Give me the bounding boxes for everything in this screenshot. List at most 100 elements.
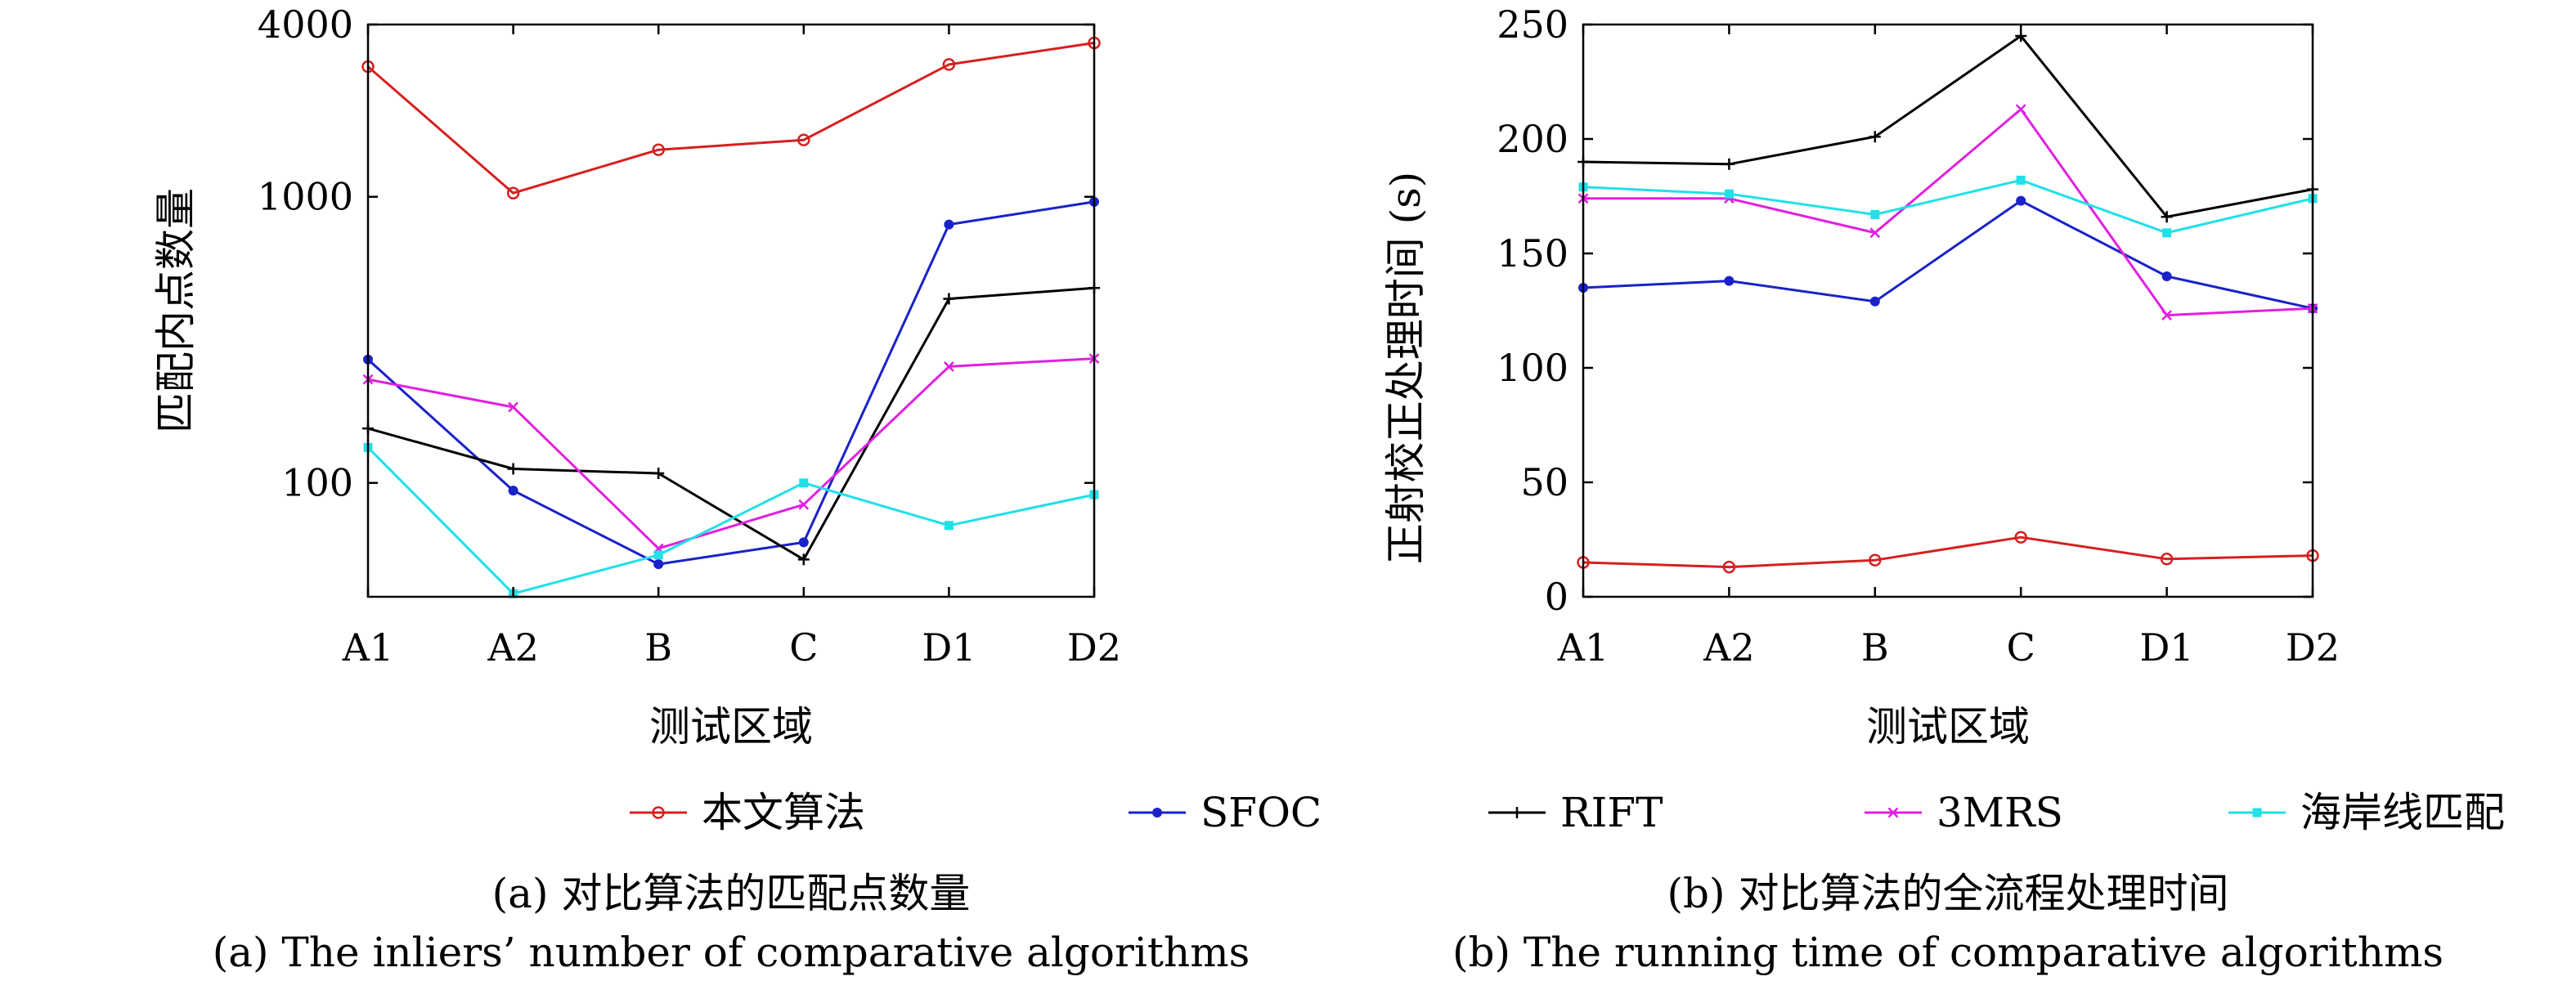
caption-a-cn: (a) 对比算法的匹配点数量 — [492, 870, 971, 917]
chart-b-series-line — [1582, 34, 2313, 218]
legend-label: RIFT — [1560, 789, 1663, 836]
chart-a-data-point — [797, 553, 810, 566]
legend-label: 本文算法 — [702, 789, 865, 836]
x-tick-label: D1 — [922, 625, 976, 670]
legend-item: 海岸线匹配 — [2228, 789, 2505, 836]
legend-item: 3MRS — [1865, 789, 2063, 836]
y-tick-label: 200 — [1497, 117, 1568, 161]
x-tick-label: A1 — [1557, 625, 1609, 670]
chart-a-data-point — [944, 361, 954, 372]
legend-label: 海岸线匹配 — [2300, 789, 2505, 836]
chart-a-data-point — [798, 499, 810, 510]
chart-a-data-point — [507, 463, 519, 475]
chart-a-series-line — [367, 286, 1095, 561]
chart-a-series-line — [366, 200, 1095, 566]
chart-a-ylabel: 匹配内点数量 — [152, 188, 200, 433]
y-tick-label: 1000 — [258, 175, 353, 219]
chart-a-series-line — [367, 357, 1095, 550]
chart-a-data-point — [942, 58, 956, 71]
chart-a-data-point — [944, 219, 954, 230]
chart-b-data-point — [2162, 228, 2172, 238]
caption-b-cn: (b) 对比算法的全流程处理时间 — [1667, 870, 2229, 917]
chart-a-data-point — [652, 143, 665, 156]
chart-b-series-line — [1583, 108, 2313, 317]
chart-b-series-2 — [1577, 30, 2318, 223]
chart-b-ticks: A1 A2 B C D1 D2 0 50 100 150 200 250 — [1497, 2, 2340, 670]
legend-swatch-marker — [2252, 808, 2262, 818]
caption-b-en: (b) The running time of comparative algo… — [1452, 929, 2444, 976]
chart-b-data-point — [2016, 175, 2026, 185]
y-tick-label: 100 — [281, 461, 353, 505]
chart-a-series — [361, 36, 1101, 598]
chart-a-inliers: A1 A2 B C D1 D2 100 1000 4000 测试区域 匹配内点数量 — [152, 2, 1121, 750]
chart-a-series-2 — [362, 282, 1100, 566]
chart-b-series-line — [1582, 178, 2313, 235]
chart-b-data-point — [1869, 227, 1881, 239]
y-tick-label: 150 — [1497, 231, 1568, 275]
chart-a-data-point — [653, 559, 664, 570]
chart-a-data-point — [943, 293, 955, 305]
chart-b-data-point — [1869, 296, 1880, 307]
chart-a-data-point — [508, 401, 518, 413]
chart-a-series-0 — [361, 36, 1101, 199]
chart-b-data-point — [2161, 271, 2172, 281]
chart-a-plot-frame — [366, 23, 1096, 598]
chart-a-data-point — [653, 468, 665, 480]
caption-a-en: (a) The inliers’ number of comparative a… — [213, 929, 1250, 976]
legend-swatch-marker — [1511, 807, 1523, 818]
y-tick-label: 250 — [1497, 2, 1568, 47]
y-tick-label: 0 — [1545, 575, 1568, 619]
chart-a-data-point — [797, 133, 810, 146]
chart-b-data-point — [1869, 553, 1882, 567]
chart-a-data-point — [506, 186, 520, 199]
x-tick-label: A2 — [1703, 625, 1755, 670]
x-tick-label: D2 — [1067, 625, 1121, 670]
chart-a-xlabel: 测试区域 — [649, 703, 813, 750]
chart-b-series — [1577, 30, 2319, 574]
legend-item: 本文算法 — [630, 789, 865, 836]
legend-swatch-marker — [1887, 807, 1899, 818]
chart-b-xlabel: 测试区域 — [1866, 703, 2030, 750]
chart-b-series-3 — [1577, 104, 2318, 320]
chart-a-data-point — [944, 521, 954, 531]
x-tick-label: A1 — [342, 625, 394, 670]
chart-a-data-point — [798, 537, 809, 548]
x-tick-label: B — [1861, 625, 1889, 670]
chart-a-data-point — [799, 478, 809, 488]
chart-b-data-point — [1724, 275, 1735, 286]
chart-b-data-point — [1722, 560, 1736, 574]
chart-a-series-4 — [363, 442, 1099, 598]
chart-b-data-point — [1869, 131, 1881, 143]
chart-b-data-point — [2014, 531, 2027, 544]
legend-item: SFOC — [1129, 789, 1322, 836]
chart-b-data-point — [2015, 104, 2026, 114]
chart-b-plot-frame — [1582, 23, 2314, 598]
chart-a-data-point — [653, 550, 663, 560]
chart-b-data-point — [1724, 189, 1734, 199]
x-tick-label: C — [2007, 625, 2035, 670]
chart-b-series-line — [1582, 199, 2313, 310]
chart-b-data-point — [2161, 310, 2172, 320]
x-tick-label: D1 — [2140, 625, 2194, 670]
legend: 本文算法 SFOC RIFT 3MRS 海岸线匹配 — [630, 789, 2505, 836]
legend-swatch-marker — [652, 806, 665, 819]
x-tick-label: B — [644, 625, 672, 670]
legend-label: SFOC — [1200, 789, 1322, 836]
chart-a-series-1 — [363, 196, 1099, 570]
x-tick-label: C — [789, 625, 818, 670]
chart-b-data-point — [2016, 195, 2026, 206]
legend-label: 3MRS — [1936, 789, 2063, 836]
chart-b-series-line — [1582, 535, 2313, 569]
chart-b-data-point — [2160, 553, 2174, 566]
legend-item: RIFT — [1488, 789, 1663, 836]
chart-b-data-point — [1870, 209, 1880, 219]
chart-b-series-1 — [1578, 195, 2318, 314]
chart-b-series-0 — [1577, 531, 2319, 574]
chart-a-ticks: A1 A2 B C D1 D2 100 1000 4000 — [258, 2, 1121, 670]
legend-swatch-marker — [1152, 808, 1162, 818]
chart-a-series-line — [367, 42, 1095, 195]
x-tick-label: A2 — [487, 625, 539, 670]
chart-a-data-point — [508, 486, 518, 496]
chart-a-series-line — [366, 446, 1095, 595]
